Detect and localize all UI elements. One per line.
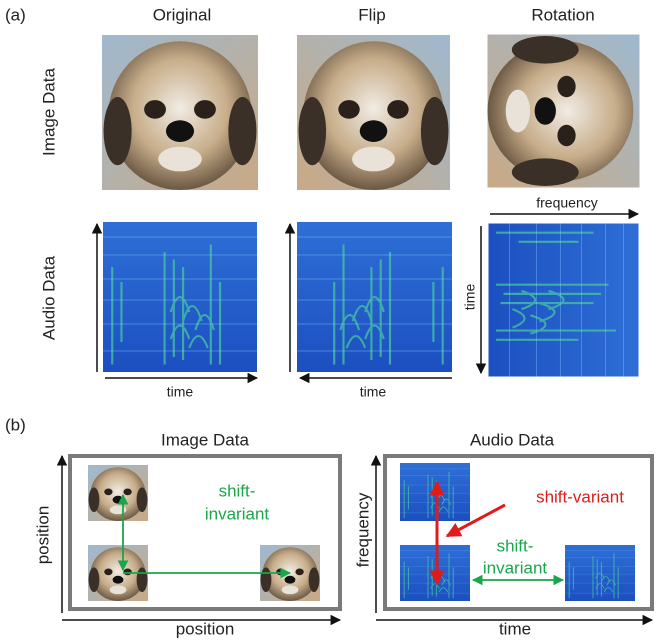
panel-label: (a) xyxy=(5,5,26,24)
spectrogram xyxy=(103,222,257,372)
axis-label: time xyxy=(360,384,387,400)
annotation: invariant xyxy=(483,558,548,577)
dog-image xyxy=(102,35,258,190)
spectrogram-flipped xyxy=(297,222,452,372)
axis-label: frequency xyxy=(353,492,372,567)
spectrogram-thumbnail xyxy=(400,463,470,521)
variant-arrows xyxy=(429,480,506,586)
axis-label: frequency xyxy=(536,195,597,211)
spectrogram-thumbnail xyxy=(565,545,635,601)
axis-label: time xyxy=(167,384,194,400)
panel-label: (b) xyxy=(5,415,26,434)
column-header: Original xyxy=(153,5,212,24)
row-label: Audio Data xyxy=(39,255,58,340)
frame xyxy=(383,454,654,611)
axis-label: time xyxy=(462,284,478,311)
frame xyxy=(68,454,342,611)
subfigure-title: Image Data xyxy=(161,430,249,449)
axis-label: position xyxy=(176,619,235,638)
row-label: Image Data xyxy=(39,68,58,156)
spectrogram-thumbnail xyxy=(400,545,470,601)
annotation: invariant xyxy=(205,504,270,523)
annotation: shift-variant xyxy=(536,487,624,506)
axis-arrows xyxy=(91,208,640,384)
axis-label: position xyxy=(33,506,52,565)
annotation: shift- xyxy=(219,481,256,500)
dog-thumbnail xyxy=(88,465,148,521)
dog-image-rotated xyxy=(487,34,640,188)
shift-arrows xyxy=(117,493,292,579)
column-header: Flip xyxy=(358,5,385,24)
column-header: Rotation xyxy=(531,5,594,24)
subfigure-title: Audio Data xyxy=(470,430,555,449)
dog-image-flipped xyxy=(297,35,450,190)
annotation: shift- xyxy=(497,536,534,555)
spectrogram-rotated xyxy=(488,223,639,377)
axis-label: time xyxy=(499,619,531,638)
axis-arrows xyxy=(56,454,654,626)
